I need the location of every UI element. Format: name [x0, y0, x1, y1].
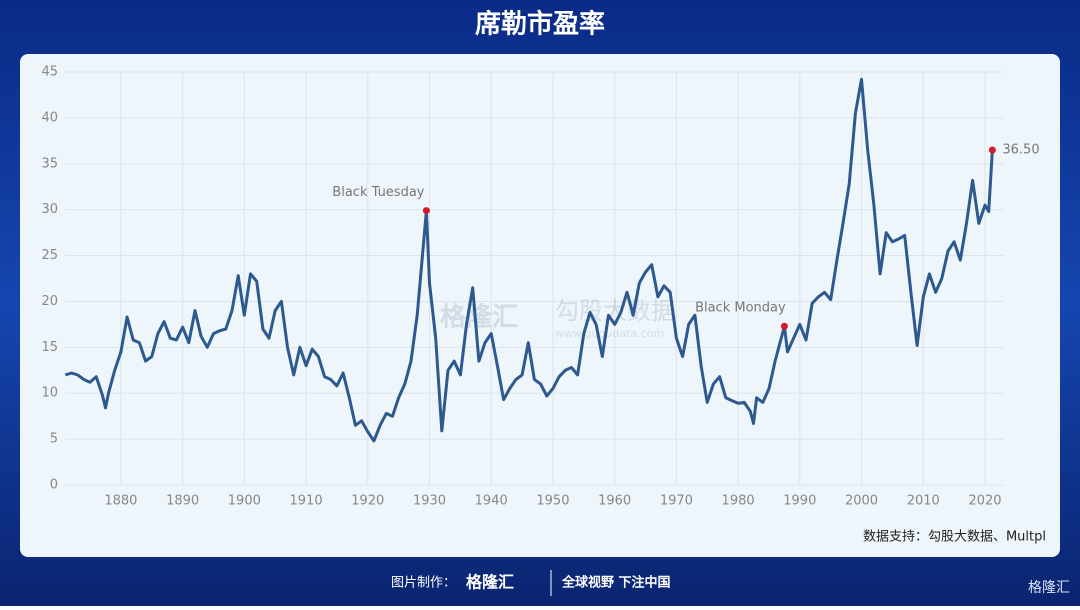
line [64, 77, 994, 443]
annotation-marker [780, 322, 788, 330]
footer-label: 图片制作： [391, 576, 456, 591]
watermark: 格隆汇 勾股大数据 www.gugudata.com [440, 297, 675, 340]
annotation-marker [988, 146, 996, 154]
watermark-text: 勾股大数据 [555, 297, 675, 325]
y-tick-label: 10 [41, 386, 58, 401]
x-tick-label: 1960 [598, 494, 631, 509]
x-tick-label: 1880 [104, 494, 137, 509]
x-tick-label: 1920 [351, 494, 384, 509]
watermark-text: www.gugudata.com [555, 327, 664, 340]
y-tick-label: 0 [50, 478, 58, 493]
y-tick-label: 35 [41, 156, 58, 171]
corner-brand: 格隆汇 [1028, 580, 1070, 596]
x-tick-label: 1970 [660, 494, 693, 509]
y-tick-label: 45 [41, 65, 58, 80]
chart-title: 席勒市盈率 [475, 9, 605, 40]
x-tick-label: 2000 [845, 494, 878, 509]
source-note: 数据支持：勾股大数据、Multpl [863, 530, 1046, 545]
annotation-label: 36.50 [1002, 143, 1039, 158]
x-tick-label: 1940 [475, 494, 508, 509]
x-tick-label: 1930 [413, 494, 446, 509]
y-tick-label: 25 [41, 248, 58, 263]
x-tick-label: 2010 [907, 494, 940, 509]
y-tick-label: 5 [50, 432, 58, 447]
annotation-label: Black Monday [695, 301, 786, 316]
x-tick-label: 2020 [968, 494, 1001, 509]
x-tick-label: 1910 [290, 494, 323, 509]
x-tick-label: 1900 [228, 494, 261, 509]
y-tick-label: 20 [41, 294, 58, 309]
x-tick-label: 1950 [536, 494, 569, 509]
footer-slogan: 全球视野 下注中国 [561, 575, 671, 591]
watermark-text: 格隆汇 [440, 302, 518, 333]
y-tick-label: 40 [41, 110, 58, 125]
y-tick-label: 15 [41, 340, 58, 355]
footer-brand: 格隆汇 [466, 573, 514, 592]
x-tick-label: 1980 [722, 494, 755, 509]
x-tick-label: 1890 [166, 494, 199, 509]
annotation-marker [422, 207, 430, 215]
annotation-label: Black Tuesday [332, 185, 425, 200]
x-tick-label: 1990 [783, 494, 816, 509]
y-tick-label: 30 [41, 202, 58, 217]
panel [20, 54, 1060, 557]
